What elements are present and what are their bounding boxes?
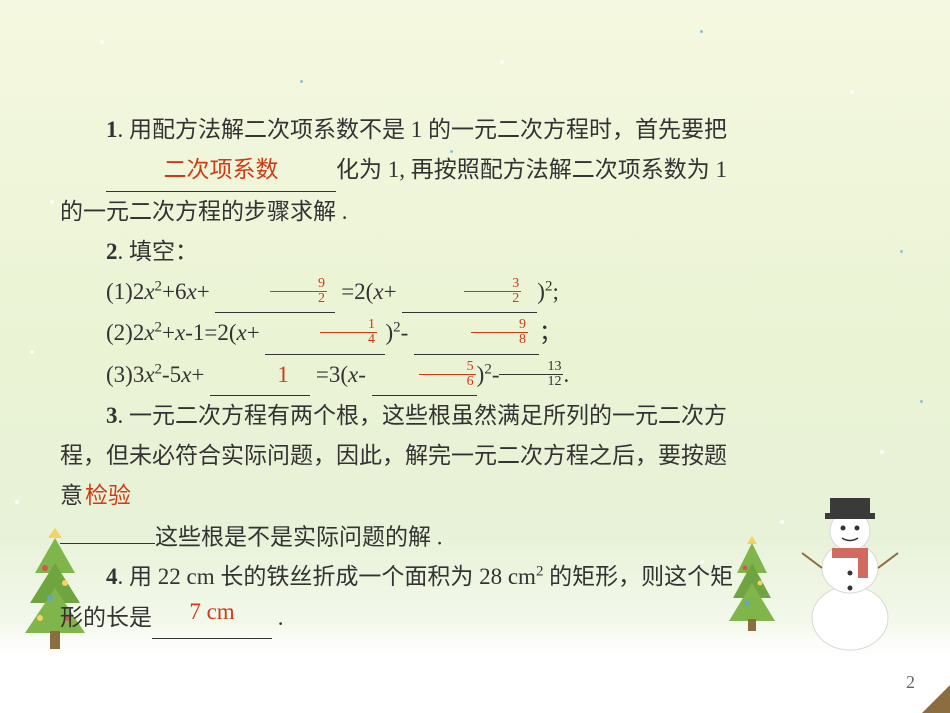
q3-blank: [60, 517, 155, 545]
q2-sub1: (1)2x2+6x+ 92 =2(x+ 32)2;: [60, 272, 890, 313]
q2-sub2: (2)2x2+x-1=2(x+ 14)2- 98；: [60, 313, 890, 354]
q1-line3: 的一元二次方程的步骤求解 .: [60, 192, 890, 232]
q1-blank: 二次项系数: [106, 150, 336, 191]
question-2-head: 2. 填空：: [60, 232, 890, 272]
q2-2-blank1: 14: [265, 313, 385, 354]
q3-answer-overlay: 检验: [85, 483, 131, 508]
question-3: 3. 一元二次方程有两个根，这些根虽然满足所列的一元二次方: [60, 396, 890, 436]
q3-line3: 意检验: [60, 476, 890, 516]
q4-number: 4: [106, 564, 118, 589]
q2-1-blank2: 32: [402, 272, 537, 313]
question-1: 1. 用配方法解二次项系数不是 1 的一元二次方程时，首先要把: [60, 110, 890, 150]
q3-line4: 这些根是不是实际问题的解 .: [60, 517, 890, 558]
q2-2-blank2: 98: [414, 313, 539, 354]
q1-line2: 二次项系数化为 1, 再按照配方法解二次项系数为 1: [60, 150, 890, 191]
page-curl-decoration: [922, 685, 950, 713]
q2-1-blank1: 92: [215, 272, 335, 313]
q3-line2: 程，但未必符合实际问题，因此，解完一元二次方程之后，要按题: [60, 436, 890, 476]
slide-content: 1. 用配方法解二次项系数不是 1 的一元二次方程时，首先要把 二次项系数化为 …: [0, 0, 950, 639]
q1-number: 1: [106, 117, 118, 142]
q2-sub3: (3)3x2-5x+ 1 =3(x- 56)2-1312.: [60, 355, 890, 396]
q2-3-final-frac: 1312: [499, 360, 563, 389]
q4-line2: 形的长是7 cm .: [60, 598, 890, 639]
q4-blank: 7 cm: [152, 598, 272, 639]
question-4: 4. 用 22 cm 长的铁丝折成一个面积为 28 cm2 的矩形，则这个矩: [60, 557, 890, 597]
q2-number: 2: [106, 239, 118, 264]
q3-number: 3: [106, 403, 118, 428]
q2-3-blank2: 56: [372, 355, 477, 396]
q2-3-blank1: 1: [210, 355, 310, 396]
page-number: 2: [906, 672, 915, 693]
